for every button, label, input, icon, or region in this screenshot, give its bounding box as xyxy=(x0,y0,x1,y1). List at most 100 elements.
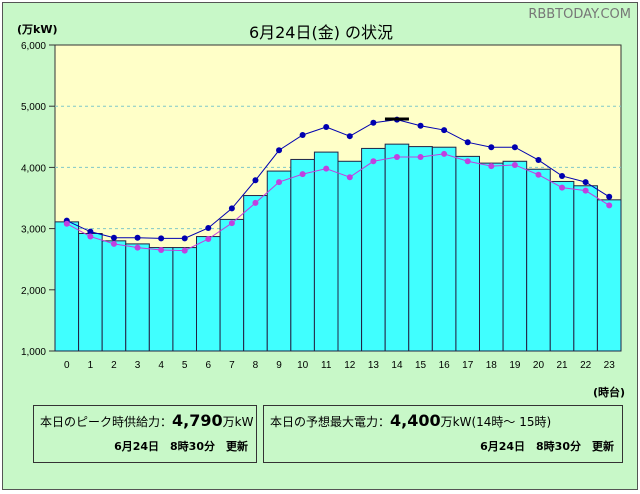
x-tick-label: 15 xyxy=(415,360,427,371)
x-tick-label: 21 xyxy=(556,360,568,371)
point-previous xyxy=(134,244,141,251)
bar-hour-10 xyxy=(290,158,315,352)
x-tick-label: 3 xyxy=(135,360,141,371)
x-tick-label: 22 xyxy=(580,360,592,371)
point-previous xyxy=(535,171,542,178)
x-tick-label: 0 xyxy=(64,360,70,371)
point-forecast xyxy=(606,193,613,200)
forecast-demand-range: (14時～ 15時) xyxy=(471,415,552,429)
point-previous xyxy=(87,233,94,240)
x-tick-label: 8 xyxy=(253,360,259,371)
point-forecast xyxy=(464,139,471,146)
point-previous xyxy=(299,171,306,178)
y-axis-label: (万kW) xyxy=(17,23,58,36)
point-forecast xyxy=(158,235,165,242)
forecast-demand-unit: 万kW xyxy=(440,415,472,429)
point-previous xyxy=(252,199,259,206)
chart-title: 6月24日(金) の状況 xyxy=(248,23,394,42)
point-forecast xyxy=(134,234,141,241)
point-previous xyxy=(488,163,495,170)
point-previous xyxy=(606,202,613,209)
bar-hour-13 xyxy=(361,147,386,352)
x-tick-label: 4 xyxy=(158,360,164,371)
point-previous xyxy=(346,174,353,181)
x-axis-label: (時台) xyxy=(592,386,625,399)
x-tick-label: 16 xyxy=(439,360,451,371)
bar-hour-6 xyxy=(196,236,221,352)
bar-hour-8 xyxy=(243,195,268,352)
point-forecast xyxy=(441,127,448,134)
x-tick-label: 10 xyxy=(297,360,309,371)
peak-supply-value: 4,790 xyxy=(172,411,223,430)
bar-hour-19 xyxy=(502,160,528,352)
x-tick-label: 20 xyxy=(533,360,545,371)
bar-hour-11 xyxy=(313,151,339,352)
bar-hour-3 xyxy=(125,243,150,352)
watermark: RBBTODAY.COM xyxy=(528,7,631,22)
bar-hour-0 xyxy=(54,221,80,352)
x-tick-label: 1 xyxy=(88,360,94,371)
bar-hour-18 xyxy=(479,162,504,352)
forecast-demand-value: 4,400 xyxy=(390,411,441,430)
x-tick-label: 19 xyxy=(509,360,521,371)
point-previous xyxy=(63,220,70,227)
point-previous xyxy=(417,153,424,160)
bar-hour-15 xyxy=(408,146,433,352)
forecast-demand-label: 本日の予想最大電力： xyxy=(270,415,391,429)
point-forecast xyxy=(535,157,542,164)
point-previous xyxy=(205,236,212,243)
point-previous xyxy=(559,184,566,191)
x-tick-label: 14 xyxy=(391,360,403,371)
point-previous xyxy=(323,165,330,172)
x-tick-label: 7 xyxy=(229,360,235,371)
point-forecast xyxy=(346,133,353,140)
bar-hour-4 xyxy=(148,247,174,352)
peak-supply-label: 本日のピーク時供給力： xyxy=(40,415,173,429)
line-previous xyxy=(66,153,610,252)
bar-hour-12 xyxy=(337,160,363,352)
line-forecast xyxy=(66,119,610,239)
point-forecast xyxy=(488,144,495,151)
x-tick-label: 6 xyxy=(206,360,212,371)
point-previous xyxy=(441,150,448,157)
point-forecast xyxy=(323,124,330,131)
bar-hour-20 xyxy=(526,168,551,352)
bar-hour-7 xyxy=(219,218,245,352)
y-tick-label: 4,000 xyxy=(21,163,46,174)
x-tick-label: 11 xyxy=(321,360,332,371)
point-forecast xyxy=(87,228,94,235)
bar-hour-16 xyxy=(431,146,457,352)
point-forecast xyxy=(370,119,377,126)
y-tick-label: 2,000 xyxy=(21,286,46,297)
point-previous xyxy=(370,158,377,165)
bar-hour-23 xyxy=(596,199,622,352)
point-forecast xyxy=(582,179,589,186)
y-tick-label: 3,000 xyxy=(21,225,46,236)
point-forecast xyxy=(417,122,424,129)
peak-supply-box: 本日のピーク時供給力：4,790万kW 6月24日 8時30分 更新 xyxy=(33,405,257,463)
peak-supply-updated: 6月24日 8時30分 更新 xyxy=(114,440,248,453)
point-forecast xyxy=(299,131,306,138)
forecast-demand-box: 本日の予想最大電力：4,400万kW(14時～ 15時) 6月24日 8時30分… xyxy=(263,405,623,463)
bar-hour-17 xyxy=(455,155,480,352)
point-forecast xyxy=(228,205,235,212)
point-forecast xyxy=(276,147,283,154)
point-forecast xyxy=(181,235,188,242)
bar-hour-9 xyxy=(266,170,292,352)
point-previous xyxy=(228,220,235,227)
y-tick-label: 5,000 xyxy=(21,102,46,113)
bar-hour-5 xyxy=(172,247,198,352)
point-forecast xyxy=(559,172,566,179)
x-tick-label: 13 xyxy=(368,360,380,371)
peak-supply-unit: 万kW xyxy=(222,415,254,429)
point-forecast xyxy=(511,144,518,151)
point-previous xyxy=(511,161,518,168)
point-previous xyxy=(276,179,283,186)
x-tick-label: 23 xyxy=(604,360,616,371)
point-previous xyxy=(158,247,165,254)
x-tick-label: 2 xyxy=(111,360,117,371)
point-previous xyxy=(181,247,188,254)
x-tick-label: 12 xyxy=(344,360,356,371)
y-tick-label: 1,000 xyxy=(21,347,46,358)
